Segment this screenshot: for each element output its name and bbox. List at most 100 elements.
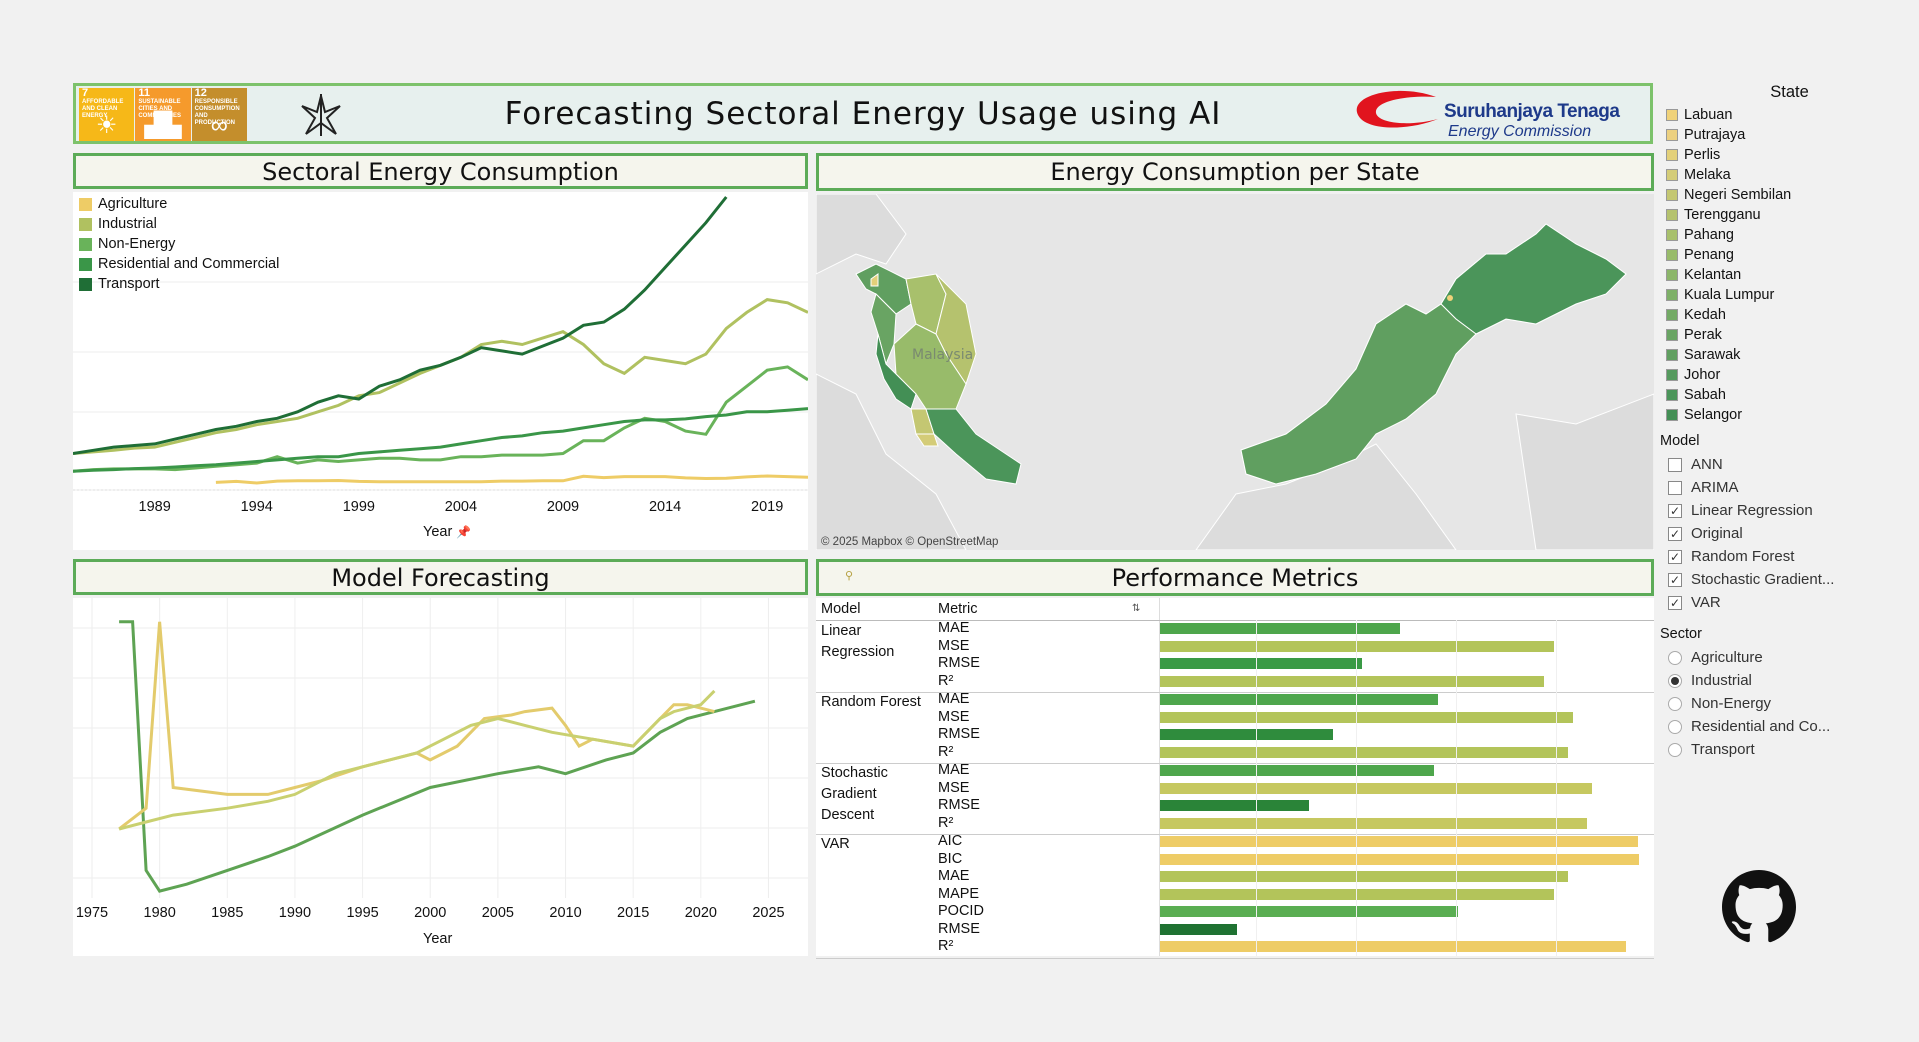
forecast-chart-panel: 1975 1980 1985 1990 1995 2000 2005 2010 2015 2020… [73, 598, 808, 956]
state-legend-item[interactable]: Negeri Sembilan [1660, 185, 1919, 205]
state-legend-item[interactable]: Putrajaya [1660, 125, 1919, 145]
metric-label: RMSE [938, 920, 980, 937]
state-labuan[interactable] [1447, 295, 1453, 301]
metric-bar[interactable] [1160, 853, 1639, 865]
state-legend-title: State [1770, 83, 1809, 101]
sector-filter-option[interactable]: Non-Energy [1660, 692, 1919, 715]
model-filter-option[interactable]: ✓ VAR [1668, 594, 1721, 611]
pin-icon: 📌 [456, 525, 472, 539]
metric-bar[interactable] [1160, 800, 1309, 811]
checkbox[interactable]: ✓ [1668, 549, 1682, 564]
malaysia-map[interactable]: Malaysia [816, 194, 1654, 550]
legend-swatch [1666, 249, 1678, 261]
state-melaka[interactable] [915, 433, 939, 447]
state-johor[interactable] [925, 408, 1022, 485]
metric-bar[interactable] [1160, 888, 1554, 900]
metric-label: AIC [938, 833, 963, 849]
metric-bar[interactable] [1160, 640, 1554, 652]
metric-bar[interactable] [1160, 729, 1333, 740]
checkbox[interactable]: ✓ [1668, 526, 1682, 541]
map-country-label: Malaysia [912, 347, 973, 363]
state-legend-item[interactable]: Terengganu [1660, 205, 1919, 225]
filters-sidebar: State Labuan Putrajaya Perlis Melaka Negeri … [1660, 83, 1919, 761]
metric-bar[interactable] [1160, 746, 1568, 758]
checkbox[interactable] [1668, 457, 1682, 472]
x-tick-label: 2005 [482, 905, 514, 921]
sector-filter-option[interactable]: Residential and Co... [1660, 715, 1919, 738]
model-filter-option[interactable]: ✓ Stochastic Gradient... [1668, 571, 1835, 588]
github-icon[interactable] [1722, 870, 1796, 949]
metric-bar[interactable] [1160, 765, 1434, 776]
pin-icon[interactable]: ⚲ [845, 569, 854, 582]
metric-label: R² [938, 672, 954, 689]
state-legend-item[interactable]: Kedah [1660, 305, 1919, 325]
state-map[interactable]: Malaysia © 2025 Mapbox © OpenStreetMap [816, 194, 1654, 550]
legend-item[interactable]: Transport [79, 274, 279, 294]
state-sabah[interactable] [1440, 223, 1627, 335]
metric-bar[interactable] [1160, 817, 1587, 829]
metric-bar[interactable] [1160, 871, 1568, 882]
sectoral-x-axis-label[interactable]: Year 📌 [423, 524, 472, 540]
state-legend-item[interactable]: Sabah [1660, 385, 1919, 405]
performance-title: ⚲ Performance Metrics [816, 559, 1654, 596]
x-tick-label: 1994 [241, 499, 273, 515]
model-filter-option[interactable]: ARIMA [1660, 476, 1919, 499]
state-legend-item[interactable]: Sarawak [1660, 345, 1919, 365]
radio-button[interactable] [1668, 742, 1682, 757]
metric-bar[interactable] [1160, 711, 1573, 723]
sector-filter-option[interactable]: Transport [1660, 738, 1919, 761]
sector-filter-option[interactable]: Industrial [1660, 669, 1919, 692]
state-legend-item[interactable]: Penang [1660, 245, 1919, 265]
state-legend-item[interactable]: Kuala Lumpur [1660, 285, 1919, 305]
metric-label: MSE [938, 637, 970, 654]
radio-button[interactable] [1668, 719, 1682, 734]
metric-bar[interactable] [1160, 694, 1438, 705]
state-legend-item[interactable]: Labuan [1660, 105, 1919, 125]
x-tick-label: 1999 [343, 499, 375, 515]
state-perlis[interactable] [870, 273, 879, 287]
forecast-series-line [118, 621, 715, 831]
sector-filter-option[interactable]: Agriculture [1660, 646, 1919, 669]
checkbox[interactable]: ✓ [1668, 595, 1682, 610]
sectoral-line-chart[interactable]: 1989 1994 1999 2004 2009 2014 2019 [72, 192, 809, 550]
legend-swatch [1666, 229, 1678, 241]
state-legend-item[interactable]: Perlis [1660, 145, 1919, 165]
model-filter-option[interactable]: ANN [1660, 453, 1919, 476]
state-legend-item[interactable]: Melaka [1660, 165, 1919, 185]
metric-bar[interactable] [1160, 782, 1592, 794]
state-legend-item[interactable]: Selangor [1660, 405, 1919, 425]
emblem-icon [296, 92, 346, 143]
metric-bar[interactable] [1160, 941, 1626, 952]
model-filter-option[interactable]: ✓ Random Forest [1668, 548, 1795, 565]
model-filter-option[interactable]: ✓ Original [1668, 525, 1743, 542]
legend-item[interactable]: Agriculture [79, 194, 279, 214]
metric-bar[interactable] [1160, 836, 1638, 847]
checkbox[interactable] [1668, 480, 1682, 495]
sort-icon[interactable]: ⇅ [1132, 603, 1141, 614]
legend-item[interactable]: Industrial [79, 214, 279, 234]
state-legend-item[interactable]: Pahang [1660, 225, 1919, 245]
state-sarawak[interactable] [1240, 303, 1477, 485]
metric-bar[interactable] [1160, 906, 1458, 917]
sectoral-legend: Agriculture Industrial Non-Energy Residenti… [79, 194, 279, 294]
state-legend-item[interactable]: Kelantan [1660, 265, 1919, 285]
metric-label: R² [938, 814, 954, 831]
metric-bar[interactable] [1160, 658, 1362, 669]
legend-swatch [1666, 409, 1678, 421]
metric-bar[interactable] [1160, 923, 1237, 935]
model-filter-option[interactable]: ✓ Linear Regression [1668, 502, 1813, 519]
metric-bar[interactable] [1160, 623, 1400, 634]
forecast-line-chart[interactable]: 1975 1980 1985 1990 1995 2000 2005 2010 2015 2020… [73, 598, 808, 956]
metric-bar[interactable] [1160, 675, 1544, 687]
x-tick-label: 2019 [751, 499, 783, 515]
state-legend-item[interactable]: Johor [1660, 365, 1919, 385]
radio-button[interactable] [1668, 650, 1682, 665]
radio-button[interactable] [1668, 673, 1682, 688]
checkbox[interactable]: ✓ [1668, 572, 1682, 587]
checkbox[interactable]: ✓ [1668, 503, 1682, 518]
legend-item[interactable]: Residential and Commercial [79, 254, 279, 274]
state-legend-item[interactable]: Perak [1660, 325, 1919, 345]
map-attribution[interactable]: © 2025 Mapbox © OpenStreetMap [821, 536, 999, 548]
legend-item[interactable]: Non-Energy [79, 234, 279, 254]
radio-button[interactable] [1668, 696, 1682, 711]
